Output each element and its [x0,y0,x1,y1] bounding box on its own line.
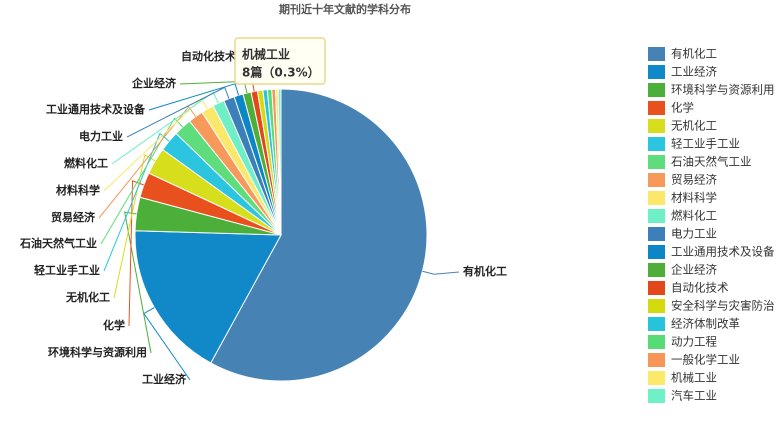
slice-label: 自动化技术 [181,49,236,63]
slice-label: 电力工业 [79,129,123,143]
slice-label: 企业经济 [131,76,177,90]
chart-title: 期刊近十年文献的学科分布 [279,2,411,16]
legend-label: 企业经济 [671,263,717,277]
legend: 有机化工工业经济环境科学与资源利用化学无机化工轻工业手工业石油天然气工业贸易经济… [648,47,775,403]
tooltip-title: 机械工业 [242,47,290,62]
legend-label: 环境科学与资源利用 [671,83,775,97]
slice-label: 无机化工 [65,290,110,304]
legend-swatch [648,263,665,277]
label-line [98,105,197,219]
legend-label: 自动化技术 [671,281,729,295]
tooltip: 机械工业 8篇（0.3%） [234,37,326,85]
slice-label: 有机化工 [463,264,507,278]
legend-swatch [648,155,665,169]
legend-swatch [648,227,665,241]
label-line [113,154,156,299]
label-line [103,132,170,272]
label-line [128,180,145,327]
legend-label: 安全科学与灾害防治 [671,299,775,313]
label-line [111,91,219,165]
legend-label: 工业通用技术及设备 [671,245,775,259]
slice [277,88,282,236]
legend-label: 有机化工 [671,47,717,61]
legend-swatch [648,101,665,115]
legend-swatch [648,209,665,223]
legend-swatch [648,353,665,367]
slice-label: 化学 [103,318,125,332]
legend-swatch [648,317,665,331]
legend-swatch [648,83,665,97]
slice-label: 石油天然气工业 [19,236,97,250]
tooltip-value: 8篇（0.3%） [242,65,320,80]
legend-label: 动力工程 [671,335,717,349]
legend-label: 一般化学工业 [671,353,740,367]
legend-label: 工业经济 [671,65,717,79]
slice [134,230,282,364]
legend-label: 材料科学 [671,191,717,205]
legend-swatch [648,47,665,61]
legend-swatch [648,245,665,259]
legend-swatch [648,65,665,79]
tooltip-box [234,37,326,85]
legend-swatch [648,335,665,349]
slice [210,88,428,382]
legend-swatch [648,173,665,187]
legend-label: 化学 [671,101,694,115]
slice-label: 材料科学 [56,183,100,197]
legend-swatch [648,119,665,133]
legend-label: 燃料化工 [671,209,717,223]
legend-swatch [648,137,665,151]
slice-label: 工业经济 [142,372,187,386]
legend-swatch [648,191,665,205]
legend-swatch [648,371,665,385]
slice-label: 环境科学与资源利用 [48,345,147,359]
label-line [100,117,184,245]
slice-label: 贸易经济 [51,210,96,224]
label-line [103,97,208,192]
label-line [148,83,240,111]
legend-label: 汽车工业 [671,389,717,403]
legend-label: 无机化工 [671,119,717,133]
legend-label: 机械工业 [671,371,717,385]
legend-label: 经济体制改革 [671,317,740,331]
legend-label: 石油天然气工业 [671,155,752,169]
pie [134,88,428,382]
legend-swatch [648,389,665,403]
label-line [422,270,460,275]
slice-label: 燃料化工 [63,156,108,170]
legend-label: 贸易经济 [671,173,717,187]
legend-swatch [648,281,665,295]
slice-label: 轻工业手工业 [34,263,100,277]
legend-label: 电力工业 [671,227,717,241]
legend-swatch [648,299,665,313]
slice-label: 工业通用技术及设备 [46,102,146,116]
legend-label: 轻工业手工业 [671,137,740,151]
